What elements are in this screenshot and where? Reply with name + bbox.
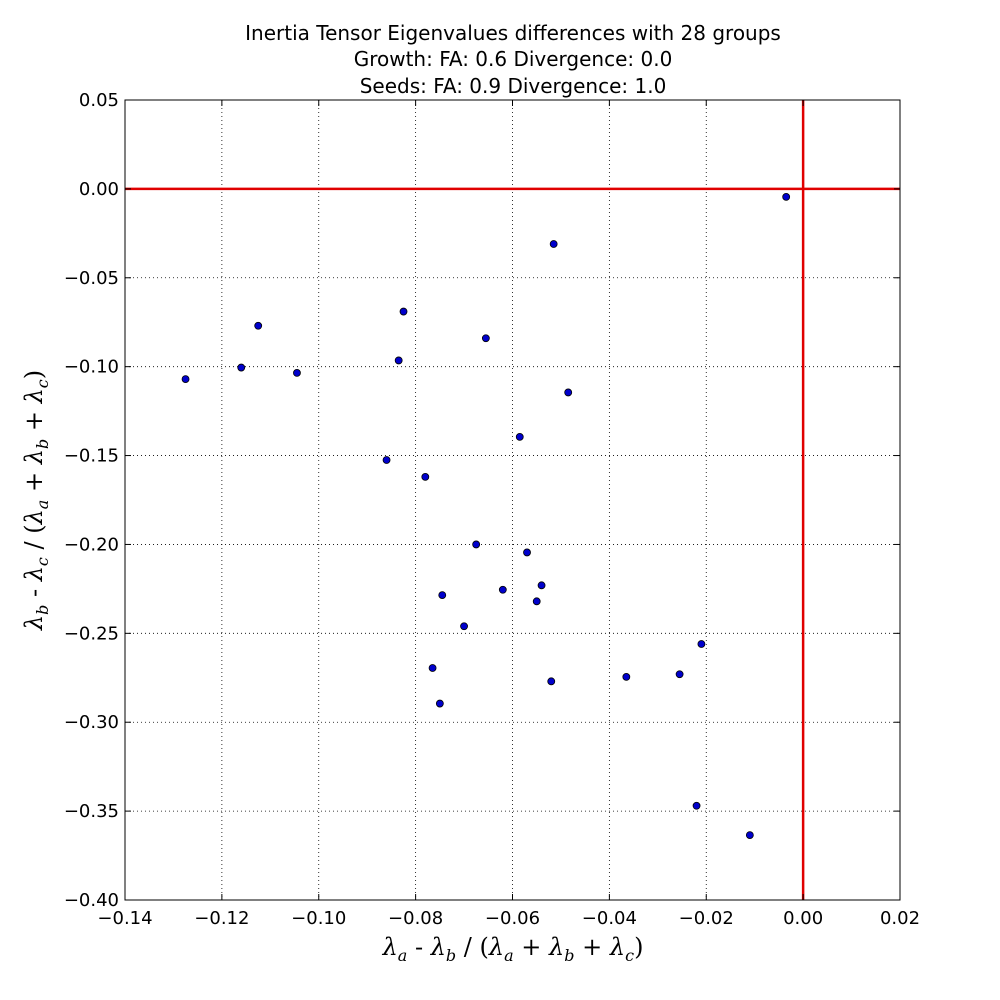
y-tick-label: −0.05 — [64, 268, 119, 289]
data-point — [399, 307, 408, 316]
x-tick-label: −0.08 — [388, 908, 443, 929]
y-tick-label: −0.35 — [64, 801, 119, 822]
x-axis-ticks: −0.14 −0.12 −0.10 −0.08 −0.06 −0.04 −0.02 0.00 0… — [97, 100, 920, 929]
data-point — [460, 622, 468, 631]
y-tick-label: −0.15 — [64, 446, 119, 467]
data-point — [435, 699, 444, 708]
y-axis-label: λb - λc / (λa + λb + λc) — [20, 370, 52, 631]
x-tick-label: 0.00 — [783, 908, 823, 929]
data-point — [293, 368, 301, 377]
data-point — [498, 585, 507, 594]
reference-lines — [125, 100, 900, 900]
data-point — [515, 432, 524, 441]
x-tick-label: −0.12 — [194, 908, 249, 929]
data-point — [692, 801, 701, 810]
data-point — [675, 670, 684, 679]
data-point — [782, 192, 791, 201]
x-tick-label: −0.02 — [679, 908, 734, 929]
data-point — [547, 677, 556, 686]
y-tick-label: −0.30 — [64, 712, 119, 733]
chart-title: Inertia Tensor Eigenvalues differences w… — [245, 21, 781, 98]
data-point — [428, 664, 437, 672]
y-tick-label: 0.05 — [79, 90, 119, 111]
data-point — [549, 240, 558, 248]
x-tick-label: −0.04 — [582, 908, 637, 929]
x-tick-label: −0.06 — [485, 908, 540, 929]
x-tick-label: 0.02 — [880, 908, 920, 929]
data-point — [382, 456, 391, 464]
x-tick-label: −0.10 — [291, 908, 346, 929]
chart-title-line-2: Growth: FA: 0.6 Divergence: 0.0 — [354, 47, 673, 71]
chart-title-line-1: Inertia Tensor Eigenvalues differences w… — [245, 21, 781, 45]
y-tick-label: 0.00 — [79, 179, 119, 200]
data-point — [421, 472, 430, 481]
chart-title-line-3: Seeds: FA: 0.9 Divergence: 1.0 — [360, 74, 667, 98]
y-tick-label: −0.40 — [64, 890, 119, 911]
data-point — [481, 334, 490, 343]
data-point — [532, 597, 541, 606]
data-point — [745, 831, 754, 840]
data-point — [181, 375, 190, 384]
grid-lines — [124, 99, 901, 901]
x-tick-label: −0.14 — [97, 908, 152, 929]
x-axis-label: λa - λb / (λa + λb + λc) — [382, 933, 644, 965]
data-point — [254, 321, 263, 330]
data-point — [622, 672, 631, 681]
data-point — [564, 388, 573, 397]
data-point — [237, 363, 246, 372]
y-axis-ticks: 0.05 0.00 −0.05 −0.10 −0.15 −0.20 −0.25 −0.30 −0… — [64, 90, 900, 911]
data-point — [438, 591, 447, 600]
data-points — [181, 192, 791, 840]
y-tick-label: −0.20 — [64, 534, 119, 555]
data-point — [472, 540, 481, 549]
y-tick-label: −0.25 — [64, 623, 119, 644]
data-point — [697, 640, 706, 648]
data-point — [523, 548, 531, 557]
data-point — [394, 356, 403, 365]
y-tick-label: −0.10 — [64, 357, 119, 378]
data-point — [537, 581, 546, 590]
